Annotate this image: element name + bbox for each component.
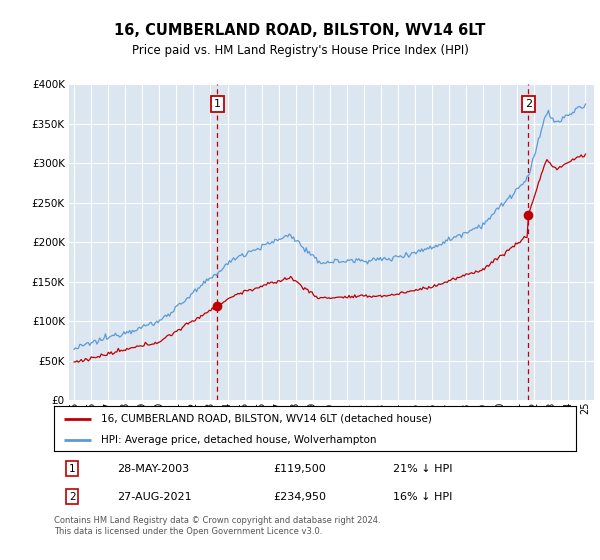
Text: 16, CUMBERLAND ROAD, BILSTON, WV14 6LT (detached house): 16, CUMBERLAND ROAD, BILSTON, WV14 6LT (… xyxy=(101,413,432,423)
Text: 16, CUMBERLAND ROAD, BILSTON, WV14 6LT: 16, CUMBERLAND ROAD, BILSTON, WV14 6LT xyxy=(115,24,485,38)
Text: 28-MAY-2003: 28-MAY-2003 xyxy=(116,464,189,474)
Text: Price paid vs. HM Land Registry's House Price Index (HPI): Price paid vs. HM Land Registry's House … xyxy=(131,44,469,57)
Text: 1: 1 xyxy=(69,464,76,474)
Text: £119,500: £119,500 xyxy=(273,464,326,474)
Text: 2: 2 xyxy=(69,492,76,502)
Text: Contains HM Land Registry data © Crown copyright and database right 2024.
This d: Contains HM Land Registry data © Crown c… xyxy=(54,516,380,536)
Text: 1: 1 xyxy=(214,99,221,109)
Text: HPI: Average price, detached house, Wolverhampton: HPI: Average price, detached house, Wolv… xyxy=(101,435,376,445)
Text: 16% ↓ HPI: 16% ↓ HPI xyxy=(394,492,452,502)
Text: 21% ↓ HPI: 21% ↓ HPI xyxy=(394,464,453,474)
Text: 27-AUG-2021: 27-AUG-2021 xyxy=(116,492,191,502)
Text: £234,950: £234,950 xyxy=(273,492,326,502)
Text: 2: 2 xyxy=(525,99,532,109)
